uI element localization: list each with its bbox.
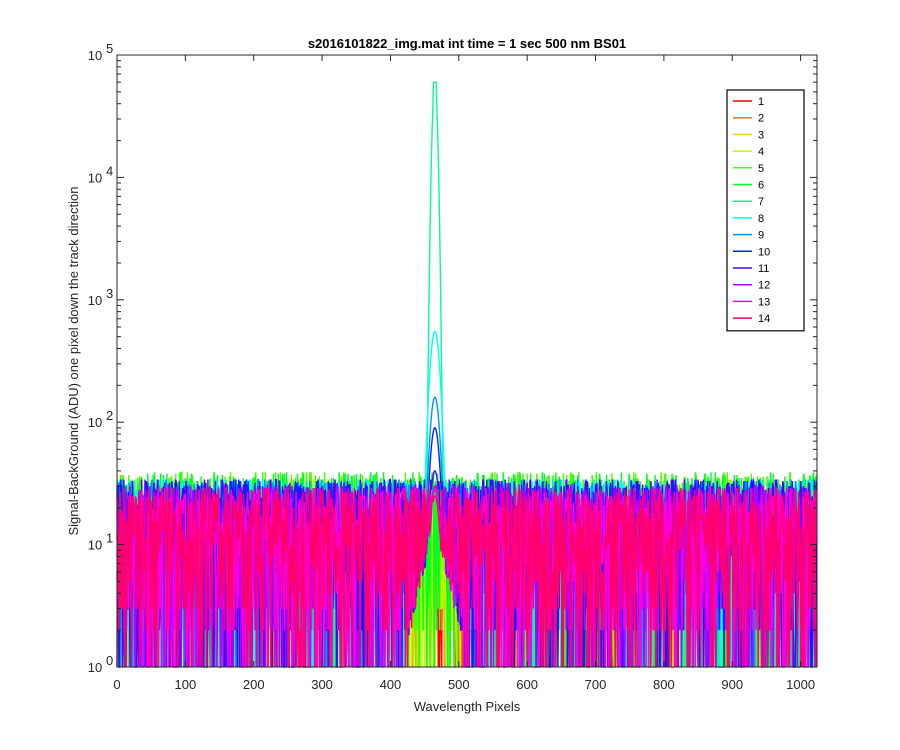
series-line-14 bbox=[116, 487, 818, 668]
y-tick-label: 10 bbox=[88, 48, 102, 63]
y-tick-label: 10 bbox=[88, 170, 102, 185]
x-tick-label: 200 bbox=[243, 677, 265, 692]
y-tick-exponent: 0 bbox=[106, 653, 113, 668]
legend-label-9: 9 bbox=[758, 230, 764, 242]
y-tick-label: 10 bbox=[88, 293, 102, 308]
y-tick-exponent: 2 bbox=[106, 408, 113, 423]
x-tick-label: 300 bbox=[311, 677, 333, 692]
legend-label-5: 5 bbox=[758, 163, 764, 175]
y-tick-label: 10 bbox=[88, 415, 102, 430]
legend-label-2: 2 bbox=[758, 113, 764, 125]
x-tick-label: 800 bbox=[653, 677, 675, 692]
y-tick-exponent: 5 bbox=[106, 41, 113, 56]
y-tick-exponent: 3 bbox=[106, 286, 113, 301]
legend-label-4: 4 bbox=[758, 146, 764, 158]
y-tick-exponent: 1 bbox=[106, 531, 113, 546]
y-axis: 10 0 10 1 10 2 10 3 10 4 10 5 bbox=[88, 41, 817, 675]
y-axis-label: Signal-BackGround (ADU) one pixel down t… bbox=[66, 186, 81, 535]
x-tick-label: 1000 bbox=[786, 677, 815, 692]
y-tick-label: 10 bbox=[88, 660, 102, 675]
legend-label-10: 10 bbox=[758, 246, 770, 258]
legend-label-6: 6 bbox=[758, 180, 764, 192]
legend-label-14: 14 bbox=[758, 313, 770, 325]
y-tick-exponent: 4 bbox=[106, 163, 113, 178]
x-axis: 0 100 200 300 400 500 600 700 800 900 1000 bbox=[113, 55, 815, 692]
legend-label-12: 12 bbox=[758, 280, 770, 292]
legend-label-3: 3 bbox=[758, 129, 764, 141]
x-tick-label: 500 bbox=[448, 677, 470, 692]
x-tick-label: 600 bbox=[516, 677, 538, 692]
legend-box bbox=[726, 89, 805, 332]
plot-frame bbox=[116, 54, 818, 668]
legend-label-11: 11 bbox=[758, 263, 769, 275]
legend-label-8: 8 bbox=[758, 213, 764, 225]
x-axis-label: Wavelength Pixels bbox=[414, 699, 521, 714]
x-tick-label: 0 bbox=[113, 677, 120, 692]
legend-label-1: 1 bbox=[758, 96, 764, 108]
x-tick-label: 100 bbox=[175, 677, 197, 692]
legend-label-13: 13 bbox=[758, 296, 770, 308]
x-tick-label: 400 bbox=[380, 677, 402, 692]
y-tick-label: 10 bbox=[88, 538, 102, 553]
x-tick-label: 700 bbox=[585, 677, 607, 692]
chart-title: s2016101822_img.mat int time = 1 sec 500… bbox=[308, 36, 626, 51]
x-tick-label: 900 bbox=[721, 677, 743, 692]
legend-label-7: 7 bbox=[758, 196, 764, 208]
